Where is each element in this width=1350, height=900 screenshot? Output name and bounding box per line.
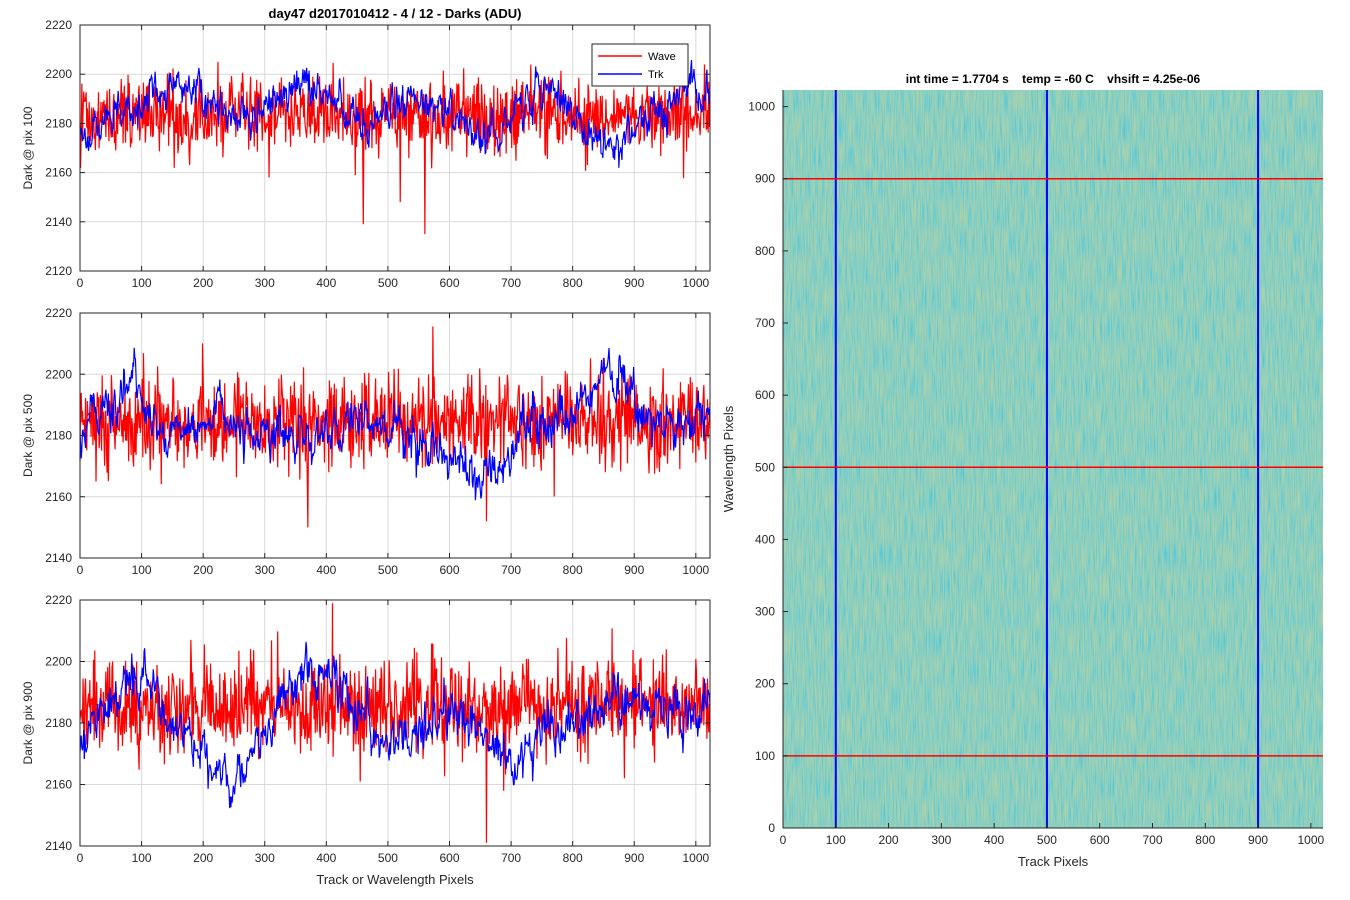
x-tick-label: 300 <box>931 833 951 847</box>
series-line-wave <box>79 61 711 235</box>
y-tick-label: 900 <box>755 172 775 186</box>
legend-label-wave: Wave <box>648 51 676 63</box>
y-tick-label: 2160 <box>45 490 72 504</box>
axes-frame <box>79 24 711 272</box>
legend: Wave Trk <box>591 43 689 87</box>
y-tick-label: 2220 <box>45 306 72 320</box>
x-tick-label: 800 <box>1195 833 1215 847</box>
x-tick-label: 200 <box>193 851 213 865</box>
x-tick-label: 400 <box>984 833 1004 847</box>
x-tick-label: 900 <box>624 851 644 865</box>
y-tick-label: 500 <box>755 460 775 474</box>
dark-pix-500-axes: 0 100 200 300 400 500 600 700 800 900 1000 2140 2160… <box>21 306 711 577</box>
x-tick-label: 500 <box>378 563 398 577</box>
y-tick-label: 800 <box>755 244 775 258</box>
dark-pix-900-axes: 0 100 200 300 400 500 600 700 800 900 1000 2140 2160… <box>21 593 711 887</box>
x-tick-label: 600 <box>439 276 459 290</box>
x-tick-label: 900 <box>624 276 644 290</box>
y-tick-label: 2180 <box>45 429 72 443</box>
y-tick-label: 1000 <box>748 100 775 114</box>
y-tick-label: 2180 <box>45 716 72 730</box>
x-tick-label: 100 <box>132 276 152 290</box>
y-tick-label: 2220 <box>45 593 72 607</box>
y-tick-label: 2140 <box>45 839 72 853</box>
x-tick-label: 700 <box>1142 833 1162 847</box>
x-axis-label: Track or Wavelength Pixels <box>316 872 474 887</box>
heatmap-title: int time = 1.7704 s temp = -60 C vhsift … <box>906 72 1201 86</box>
x-tick-label: 300 <box>255 851 275 865</box>
dark-frame-heatmap-axes: 0 100 200 300 400 500 600 700 800 900 1000 0 100 200 3… <box>721 72 1325 869</box>
y-axis-label: Dark @ pix 500 <box>21 394 35 477</box>
x-tick-label: 300 <box>255 276 275 290</box>
x-axis-label: Track Pixels <box>1018 854 1089 869</box>
x-tick-label: 0 <box>77 563 84 577</box>
y-axis-label: Dark @ pix 100 <box>21 106 35 189</box>
x-tick-label: 600 <box>1090 833 1110 847</box>
x-tick-label: 1000 <box>682 563 709 577</box>
x-tick-label: 500 <box>1037 833 1057 847</box>
x-tick-label: 700 <box>501 276 521 290</box>
x-tick-label: 800 <box>563 563 583 577</box>
y-tick-label: 2200 <box>45 67 72 81</box>
x-tick-label: 0 <box>780 833 787 847</box>
y-tick-label: 200 <box>755 677 775 691</box>
y-tick-label: 2160 <box>45 778 72 792</box>
x-tick-label: 1000 <box>682 851 709 865</box>
x-tick-label: 1000 <box>682 276 709 290</box>
x-tick-label: 200 <box>193 563 213 577</box>
x-tick-label: 900 <box>624 563 644 577</box>
x-tick-label: 900 <box>1248 833 1268 847</box>
y-tick-label: 2140 <box>45 551 72 565</box>
y-tick-label: 2220 <box>45 18 72 32</box>
x-tick-label: 100 <box>826 833 846 847</box>
y-tick-label: 700 <box>755 316 775 330</box>
series-line-trk <box>79 641 711 809</box>
series-line-trk <box>79 59 711 168</box>
y-tick-label: 400 <box>755 532 775 546</box>
legend-label-trk: Trk <box>648 69 664 81</box>
y-tick-label: 0 <box>768 821 775 835</box>
x-tick-label: 100 <box>132 563 152 577</box>
x-tick-label: 700 <box>501 563 521 577</box>
x-tick-label: 400 <box>316 563 336 577</box>
series-line-wave <box>79 326 711 528</box>
x-tick-label: 300 <box>255 563 275 577</box>
heatmap-image <box>783 90 1323 828</box>
x-tick-label: 100 <box>132 851 152 865</box>
x-tick-label: 200 <box>879 833 899 847</box>
x-tick-label: 800 <box>563 851 583 865</box>
y-tick-label: 100 <box>755 749 775 763</box>
y-axis-label: Wavelength Pixels <box>721 405 736 512</box>
x-tick-label: 1000 <box>1298 833 1325 847</box>
y-tick-label: 2180 <box>45 116 72 130</box>
x-tick-label: 0 <box>77 851 84 865</box>
y-tick-label: 2160 <box>45 166 72 180</box>
y-tick-label: 300 <box>755 605 775 619</box>
dark-pix-100-axes: 0 100 200 300 400 500 600 700 800 900 1000 2120 2140… <box>21 18 711 290</box>
left-figure-title: day47 d2017010412 - 4 / 12 - Darks (ADU) <box>269 6 522 21</box>
x-tick-label: 500 <box>378 851 398 865</box>
y-tick-label: 600 <box>755 388 775 402</box>
x-tick-label: 800 <box>563 276 583 290</box>
y-tick-label: 2120 <box>45 264 72 278</box>
x-tick-label: 500 <box>378 276 398 290</box>
legend-box <box>591 43 689 87</box>
x-tick-label: 600 <box>439 563 459 577</box>
series-line-trk <box>79 347 711 501</box>
x-tick-label: 600 <box>439 851 459 865</box>
y-tick-label: 2200 <box>45 655 72 669</box>
x-tick-label: 400 <box>316 276 336 290</box>
y-tick-label: 2200 <box>45 367 72 381</box>
x-tick-label: 200 <box>193 276 213 290</box>
x-tick-label: 700 <box>501 851 521 865</box>
x-tick-label: 400 <box>316 851 336 865</box>
y-axis-label: Dark @ pix 900 <box>21 681 35 764</box>
x-tick-label: 0 <box>77 276 84 290</box>
y-tick-label: 2140 <box>45 215 72 229</box>
